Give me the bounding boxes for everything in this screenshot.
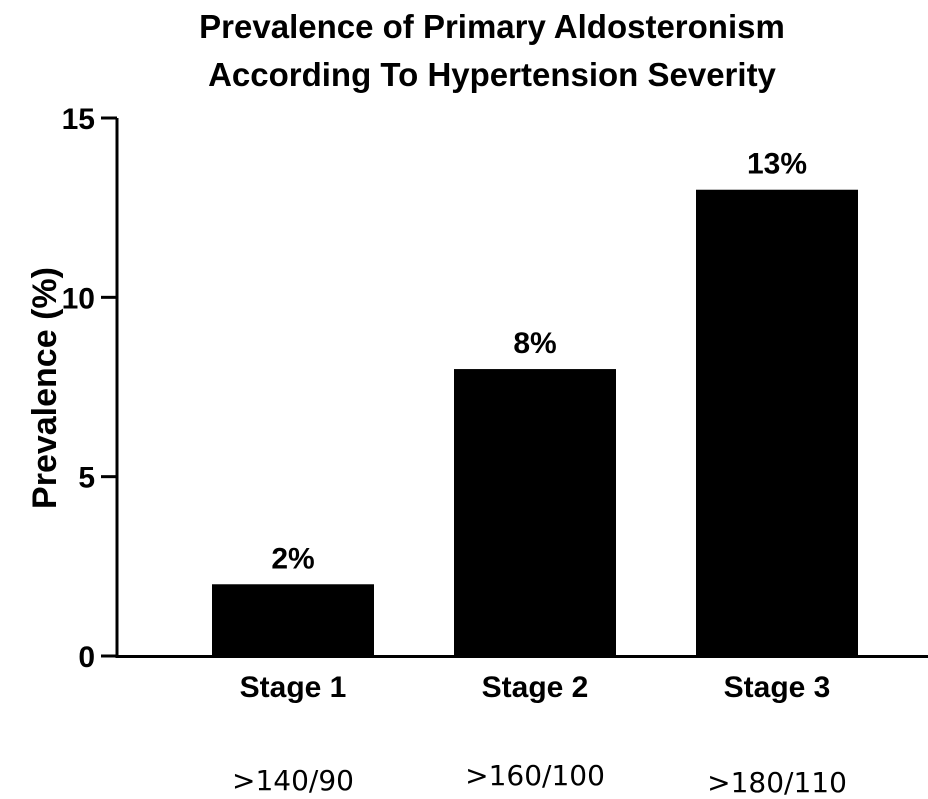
bar-data-label: 13% — [747, 148, 807, 181]
bar — [212, 584, 374, 656]
y-tick-label: 0 — [78, 641, 95, 674]
y-tick-label: 15 — [62, 103, 95, 136]
bar — [454, 369, 616, 656]
x-category-label: Stage 2 — [482, 671, 589, 704]
y-tick-label: 5 — [78, 462, 95, 495]
chart-title-line-1: Prevalence of Primary Aldosteronism — [199, 8, 785, 45]
x-threshold-label: >160/100 — [465, 759, 605, 792]
chart-title-line-2: According To Hypertension Severity — [208, 56, 776, 93]
x-threshold-label: >140/90 — [232, 764, 354, 797]
y-axis-label: Prevalence (%) — [26, 267, 64, 509]
x-category-label: Stage 3 — [724, 671, 831, 704]
bar-data-label: 2% — [271, 542, 314, 575]
y-tick-label: 10 — [62, 282, 95, 315]
x-category-label: Stage 1 — [240, 671, 347, 704]
bar-data-label: 8% — [513, 327, 556, 360]
bar — [696, 189, 858, 656]
x-threshold-label: >180/110 — [707, 766, 847, 799]
